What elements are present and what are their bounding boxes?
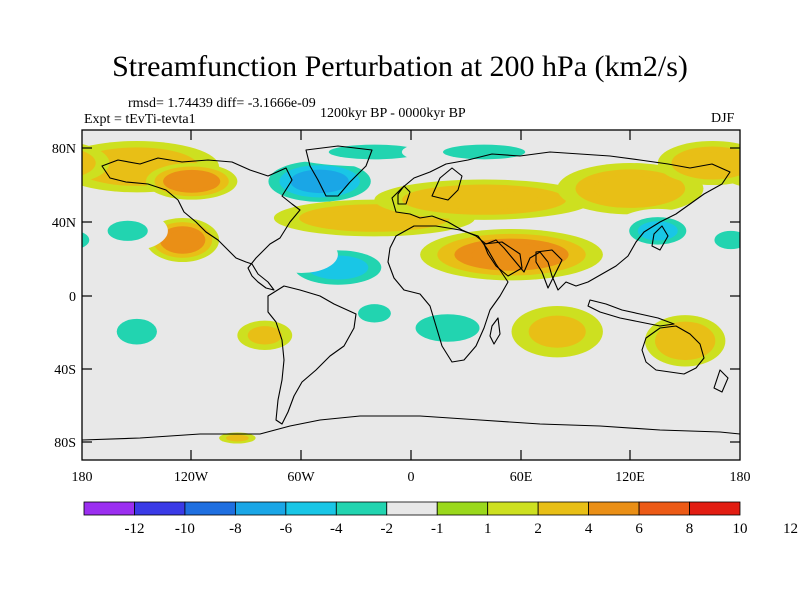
coastline-north-america (101, 157, 301, 291)
lat-label: 40N (52, 216, 76, 231)
field-contour (247, 326, 282, 345)
field-contour (714, 230, 740, 250)
field-contour (685, 152, 740, 174)
coastline-madagascar (489, 317, 501, 345)
field-contour (225, 434, 249, 442)
experiment-label: Expt = tEvTi-tevta1 (84, 112, 196, 127)
colorbar-label: -8 (229, 521, 242, 537)
field-contour (328, 144, 421, 160)
colorbar-label: 8 (686, 521, 694, 537)
lon-label: 180 (730, 470, 751, 485)
colorbar-swatch (134, 501, 186, 516)
lat-label: 0 (69, 290, 76, 305)
coastline-indonesia (587, 299, 675, 327)
colorbar-swatch (588, 501, 640, 516)
coastline-scandinavia (431, 167, 463, 201)
field-contour (290, 169, 349, 194)
colorbar-label: 12 (783, 521, 798, 537)
lon-label: 0 (408, 470, 415, 485)
colorbar-label: -1 (431, 521, 444, 537)
field-contour (442, 144, 526, 160)
colorbar-label: -10 (175, 521, 195, 537)
field-contour (166, 230, 199, 250)
lon-label: 60W (287, 470, 315, 485)
colorbar-label: 1 (484, 521, 492, 537)
lon-label: 120W (174, 470, 209, 485)
colorbar-swatch (285, 501, 337, 516)
coastline-greenland (305, 145, 373, 197)
field-contour (171, 173, 212, 190)
axis-ticks (82, 130, 740, 460)
coastline-eurasia (391, 151, 731, 291)
field-contour (278, 243, 325, 267)
colorbar-label: 4 (585, 521, 593, 537)
coastline-arabia (483, 241, 523, 277)
lat-label: 40S (54, 363, 76, 378)
season-label: DJF (711, 111, 735, 126)
lat-label: 80S (54, 436, 76, 451)
stats-line: rmsd= 1.74439 diff= -3.1666e-09 (128, 96, 316, 111)
colorbar-swatch (537, 501, 590, 516)
colorbar-label: 10 (733, 521, 748, 537)
colorbar-swatch (184, 501, 236, 516)
field-contour (357, 304, 391, 323)
field-contour (107, 220, 148, 241)
lon-axis-labels: 180 120W 60W 0 60E 120E 180 (72, 470, 751, 485)
field-contour (82, 232, 90, 248)
colorbar-label: 2 (534, 521, 542, 537)
coastline-antarctica (82, 415, 740, 441)
lon-label: 180 (72, 470, 93, 485)
field-contour (565, 368, 623, 387)
coastline-africa (387, 225, 509, 363)
field-contour (528, 315, 586, 348)
field-contour (324, 208, 425, 228)
period-label: 1200kyr BP - 0000kyr BP (320, 106, 466, 121)
field-contour (733, 157, 740, 176)
colorbar-swatch (689, 501, 741, 516)
field-contour (665, 328, 706, 354)
coastline-new-zealand (713, 369, 729, 393)
coastline-south-america (267, 285, 357, 425)
field-contour (471, 243, 552, 266)
colorbar-labels: -12 -10 -8 -6 -4 -2 -1 1 2 4 6 8 10 12 (124, 521, 798, 537)
colorbar-label: -6 (280, 521, 293, 537)
colorbar-label: 6 (635, 521, 643, 537)
coastline-india (535, 249, 563, 289)
colorbar-swatch (386, 501, 438, 516)
plot-title: Streamfunction Perturbation at 200 hPa (… (112, 50, 688, 83)
field-contour (82, 150, 96, 176)
field-contour (429, 189, 539, 210)
colorbar-swatch (83, 501, 135, 516)
lat-label: 80N (52, 142, 76, 157)
colorbar-swatch (436, 501, 489, 516)
colorbar (83, 501, 741, 516)
colorbar-label: -12 (124, 521, 144, 537)
field-contour (116, 318, 157, 345)
lon-label: 60E (510, 470, 533, 485)
colorbar-swatch (234, 501, 287, 516)
colorbar-swatch (335, 501, 388, 516)
colorbar-label: -2 (381, 521, 394, 537)
field-contour (415, 314, 480, 342)
field-contour (333, 363, 471, 392)
coastlines (82, 145, 740, 441)
colorbar-label: -4 (330, 521, 343, 537)
coastline-japan (651, 225, 669, 251)
field-contour (754, 154, 800, 180)
lon-label: 120E (615, 470, 645, 485)
colorbar-swatch (638, 501, 690, 516)
colorbar-swatch (487, 501, 539, 516)
coastline-australia (641, 325, 705, 375)
lat-axis-labels: 80N 40N 0 40S 80S (52, 142, 76, 451)
field-contour (593, 175, 667, 202)
coastline-britain (397, 185, 411, 205)
field-contour (82, 227, 98, 253)
